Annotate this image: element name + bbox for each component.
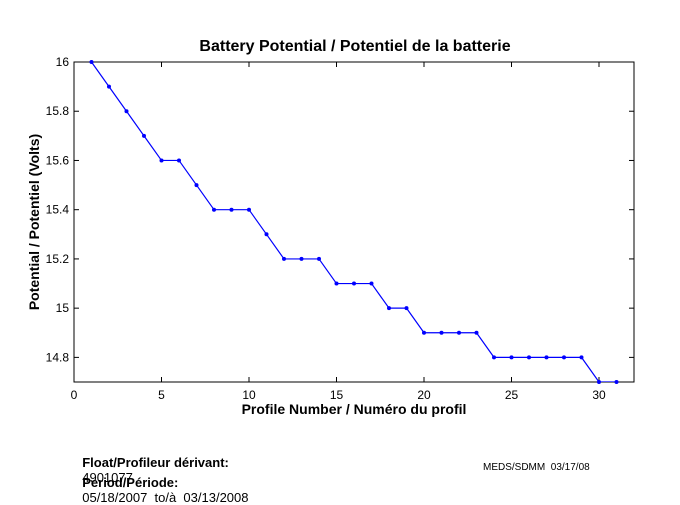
x-tick-label: 30: [592, 388, 606, 402]
data-point: [562, 355, 566, 360]
data-point: [492, 355, 496, 360]
y-axis-label: Potential / Potentiel (Volts): [26, 134, 42, 310]
x-axis-label: Profile Number / Numéro du profil: [242, 401, 467, 417]
data-point: [159, 158, 164, 163]
x-tick-label: 0: [71, 388, 78, 402]
data-point: [89, 60, 94, 64]
float-info: Float/Profileur dérivant: 4901077: [75, 440, 229, 485]
x-tick-label: 10: [242, 388, 256, 402]
data-point: [177, 158, 181, 163]
credit-text: MEDS/SDMM 03/17/08: [483, 462, 590, 473]
y-tick-label: 15: [56, 301, 70, 315]
data-point: [247, 207, 251, 212]
data-point: [334, 281, 339, 286]
x-tick-label: 25: [505, 388, 519, 402]
y-tick-label: 15.4: [46, 203, 70, 217]
data-point: [527, 355, 531, 360]
float-label: Float/Profileur dérivant:: [82, 455, 229, 470]
data-point: [544, 355, 549, 360]
x-tick-label: 5: [158, 388, 165, 402]
data-point: [439, 330, 444, 335]
period-label: Period/Période:: [82, 475, 179, 490]
data-point: [474, 330, 479, 335]
data-point: [299, 256, 304, 261]
data-point: [194, 183, 199, 188]
data-point: [124, 109, 129, 114]
x-axis: 0 5 10 15 20 25 30: [71, 62, 606, 402]
data-point: [509, 355, 514, 360]
data-point: [142, 133, 146, 138]
data-point: [579, 355, 584, 360]
y-tick-label: 15.8: [46, 104, 70, 118]
data-point: [614, 380, 619, 384]
chart-title: Battery Potential / Potentiel de la batt…: [199, 38, 510, 55]
period-info: Period/Période: 05/18/2007 to/à 03/13/20…: [75, 460, 249, 505]
data-point: [352, 281, 356, 286]
series-layer: [89, 60, 619, 384]
y-tick-label: 15.2: [46, 252, 70, 266]
data-point: [422, 330, 426, 335]
x-tick-label: 15: [330, 388, 344, 402]
data-point: [107, 84, 111, 89]
data-point: [404, 306, 409, 311]
data-point: [317, 256, 321, 261]
y-tick-label: 15.6: [46, 153, 70, 167]
data-point: [369, 281, 374, 286]
period-value: 05/18/2007 to/à 03/13/2008: [82, 490, 249, 505]
y-tick-label: 16: [56, 55, 70, 69]
data-point: [597, 380, 601, 384]
plot-area: [73, 61, 635, 383]
data-point: [264, 232, 269, 237]
y-tick-label: 14.8: [46, 350, 70, 364]
x-tick-label: 20: [417, 388, 431, 402]
data-point: [229, 207, 234, 212]
float-value: 4901077: [82, 470, 133, 485]
data-point: [457, 330, 461, 335]
data-point: [387, 306, 391, 311]
y-axis: 14.8 15 15.2 15.4 15.6 15.8 16: [46, 55, 634, 364]
data-point: [282, 256, 286, 261]
data-point: [212, 207, 216, 212]
